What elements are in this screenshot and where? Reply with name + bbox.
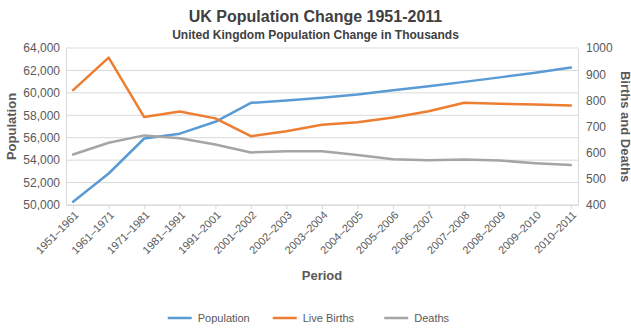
grid-line — [66, 92, 578, 93]
y2-tick-label: 900 — [586, 68, 606, 82]
x-tick-mark — [500, 205, 501, 209]
y-tick-label: 62,000 — [23, 64, 60, 78]
x-tick-mark — [322, 205, 323, 209]
y-tick-label: 50,000 — [23, 198, 60, 212]
legend-swatch — [168, 317, 192, 320]
x-tick-mark — [144, 205, 145, 209]
y-tick-label: 56,000 — [23, 131, 60, 145]
x-tick-label: 2010–2011 — [532, 209, 579, 256]
x-tick-mark — [286, 205, 287, 209]
y2-tick-label: 400 — [586, 198, 606, 212]
legend: Population Live Births Deaths — [168, 312, 450, 324]
y-tick-label: 58,000 — [23, 109, 60, 123]
y-axis-line — [66, 49, 67, 206]
x-tick-mark — [464, 205, 465, 209]
y2-tick: 1000 — [578, 41, 613, 55]
series-group — [73, 58, 571, 202]
y2-axis-title: Births and Deaths — [618, 71, 631, 182]
y2-tick-label: 500 — [586, 172, 606, 186]
x-tick-mark — [393, 205, 394, 209]
plot-area: 50,000 52,000 54,000 56,000 58,000 60,000 62,0… — [23, 41, 613, 256]
x-tick-mark — [358, 205, 359, 209]
x-tick-mark — [215, 205, 216, 209]
y-tick-label: 52,000 — [23, 176, 60, 190]
legend-label: Deaths — [414, 312, 449, 324]
chart: UK Population Change 1951-2011 United Kin… — [0, 0, 631, 333]
y-tick-label: 64,000 — [23, 41, 60, 55]
y2-tick: 500 — [578, 172, 606, 186]
y-tick: 56,000 — [23, 131, 66, 145]
x-tick-mark — [251, 205, 252, 209]
y2-tick: 800 — [578, 94, 606, 108]
series-line — [73, 68, 571, 202]
y-tick-label: 60,000 — [23, 86, 60, 100]
legend-item: Deaths — [384, 312, 449, 324]
series-line — [73, 135, 571, 165]
x-tick-mark — [535, 205, 536, 209]
title: UK Population Change 1951-2011 — [189, 8, 443, 25]
y2-axis-line — [578, 49, 579, 206]
x-tick-mark — [109, 205, 110, 209]
y-axis: 50,000 52,000 54,000 56,000 58,000 60,000 62,0… — [23, 41, 66, 212]
legend-label: Population — [198, 312, 250, 324]
y2-axis: 400 500 600 700 800 900 1000 — [578, 41, 613, 212]
x-tick-mark — [180, 205, 181, 209]
y2-tick: 700 — [578, 120, 606, 134]
y2-tick-label: 800 — [586, 94, 606, 108]
x-tick-mark — [571, 205, 572, 209]
legend-item: Live Births — [273, 312, 355, 324]
y-axis-title: Population — [4, 93, 19, 160]
y-tick: 60,000 — [23, 86, 66, 100]
y2-tick-label: 1000 — [586, 41, 613, 55]
grid-line — [66, 48, 578, 49]
subtitle: United Kingdom Population Change in Thou… — [172, 28, 459, 42]
x-tick: 2010–2011 — [532, 205, 579, 255]
y-tick: 52,000 — [23, 176, 66, 190]
y-tick: 54,000 — [23, 153, 66, 167]
series-line — [73, 58, 571, 137]
y-tick: 50,000 — [23, 198, 66, 212]
legend-swatch — [273, 317, 297, 320]
legend-item: Population — [168, 312, 250, 324]
x-axis: 1951–19611961–19711971–19811981–19911991… — [33, 205, 578, 256]
grid-line — [66, 137, 578, 138]
x-tick-mark — [73, 205, 74, 209]
legend-swatch — [384, 317, 408, 320]
y2-tick: 600 — [578, 146, 606, 160]
y-tick: 62,000 — [23, 64, 66, 78]
grid-line — [66, 70, 578, 71]
y2-tick: 400 — [578, 198, 606, 212]
y-tick: 64,000 — [23, 41, 66, 55]
x-axis-title: Period — [302, 268, 343, 283]
grid-line — [66, 182, 578, 183]
y2-tick: 900 — [578, 68, 606, 82]
y2-tick-label: 700 — [586, 120, 606, 134]
y-tick-label: 54,000 — [23, 153, 60, 167]
x-tick-mark — [429, 205, 430, 209]
y-tick: 58,000 — [23, 109, 66, 123]
legend-label: Live Births — [303, 312, 355, 324]
grid — [66, 48, 578, 205]
y2-tick-label: 600 — [586, 146, 606, 160]
